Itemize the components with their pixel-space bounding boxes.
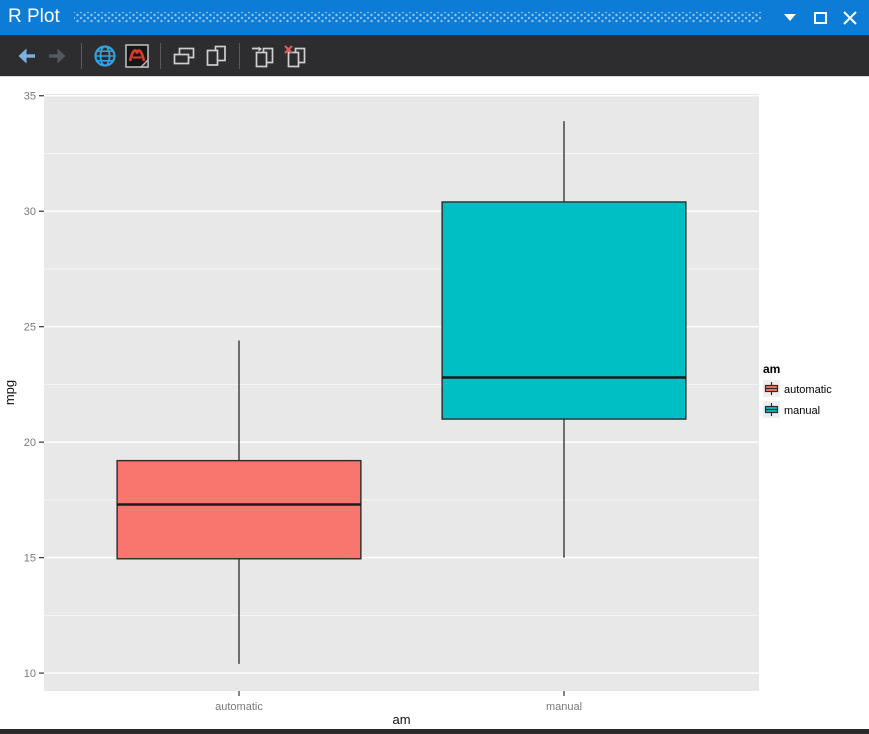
y-tick-label: 20 (24, 437, 36, 449)
chevron-down-icon (784, 14, 796, 21)
maximize-icon (813, 11, 827, 24)
history-next-button[interactable] (42, 38, 74, 74)
titlebar-drag-texture[interactable] (73, 12, 761, 23)
window-bottom-border (0, 729, 869, 734)
arrow-right-icon (49, 48, 66, 63)
new-plot-window-button[interactable] (247, 38, 279, 74)
window-remove-icon (284, 44, 306, 67)
export-as-pdf-button[interactable] (121, 38, 153, 74)
copy-as-bitmap-button[interactable] (200, 38, 232, 74)
close-icon (843, 10, 857, 25)
toolbar-separator (239, 42, 240, 69)
y-axis-title: mpg (2, 380, 17, 405)
x-tick-label: automatic (215, 701, 263, 713)
plot-toolbar (0, 35, 869, 77)
pdf-icon (125, 43, 149, 68)
titlebar-controls (775, 0, 869, 35)
arrow-left-icon (18, 48, 35, 63)
titlebar[interactable]: R Plot (0, 0, 869, 35)
globe-icon (94, 44, 116, 67)
window-title: R Plot (8, 5, 60, 27)
toolbar-separator (160, 42, 161, 69)
plot-area: 10 15 20 25 30 35 automatic manual am mpg am automa… (0, 77, 869, 729)
window-arrow-icon (252, 46, 274, 67)
y-tick-label: 35 (24, 91, 36, 103)
export-as-image-button[interactable] (89, 38, 121, 74)
x-axis-title: am (392, 712, 410, 727)
y-tick-label: 15 (24, 553, 36, 565)
copy-bitmap-icon (206, 45, 226, 66)
legend-label: manual (784, 405, 820, 417)
plot-canvas: 10 15 20 25 30 35 automatic manual am mpg am automa… (0, 77, 869, 729)
box-manual (441, 201, 687, 420)
box-automatic (116, 459, 362, 560)
toolbar-separator (81, 42, 82, 69)
remove-plot-button[interactable] (279, 38, 311, 74)
y-tick-label: 25 (24, 322, 36, 334)
close-button[interactable] (835, 0, 865, 35)
x-tick-label: manual (546, 701, 582, 713)
y-tick-label: 30 (24, 206, 36, 218)
copy-metafile-icon (173, 47, 195, 64)
legend-label: automatic (784, 384, 832, 396)
window-position-menu-button[interactable] (775, 0, 805, 35)
y-tick-label: 10 (24, 668, 36, 680)
copy-as-metafile-button[interactable] (168, 38, 200, 74)
history-previous-button[interactable] (10, 38, 42, 74)
legend-title: am (763, 362, 780, 376)
maximize-button[interactable] (805, 0, 835, 35)
